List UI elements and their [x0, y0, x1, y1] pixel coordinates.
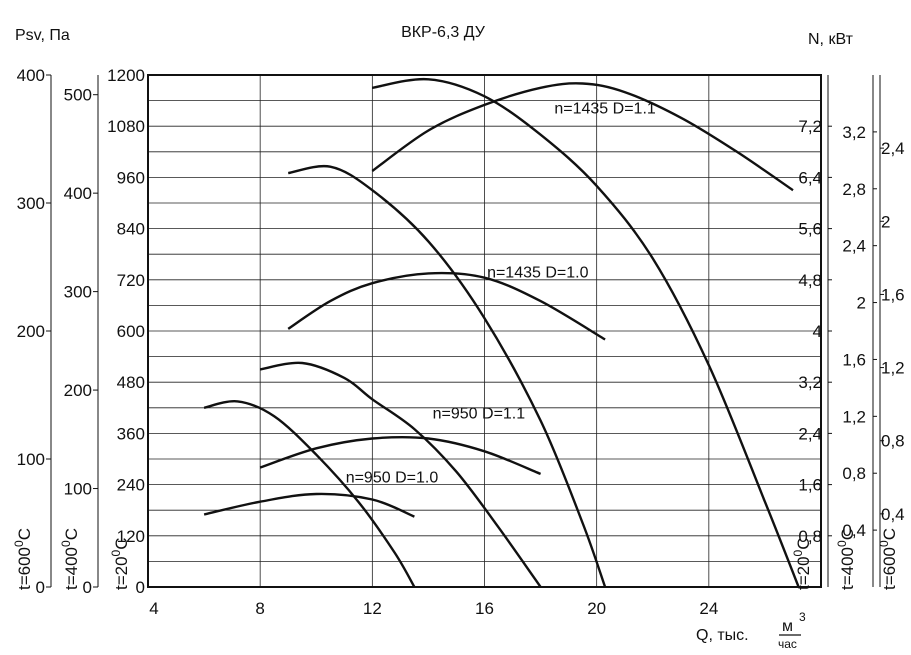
left-tick-label: 240 [117, 476, 145, 495]
x-axis: 4 8 12 16 20 24 [149, 599, 718, 618]
axis-temperature-label: t=6000C [877, 528, 899, 590]
chart-title: ВКР-6,3 ДУ [401, 24, 486, 41]
right-tick-label: 0,4 [842, 521, 866, 540]
x-tick-label: 16 [475, 599, 494, 618]
left-tick-label: 0 [136, 578, 145, 597]
power-curve [371, 82, 794, 192]
axis-temperature-label: t=4000C [59, 528, 81, 590]
x-axis-label: Q, тыс. м 3 час [696, 610, 806, 651]
power-curve [259, 435, 542, 476]
left-tick-label: 840 [117, 220, 145, 239]
right-tick-label: 0,8 [798, 527, 822, 546]
right-tick-label: 7,2 [798, 117, 822, 136]
x-tick-label: 20 [587, 599, 606, 618]
right-tick-label: 0,8 [842, 464, 866, 483]
right-tick-label: 2,8 [842, 180, 866, 199]
left-tick-label: 960 [117, 168, 145, 187]
right-tick-label: 6,4 [798, 168, 822, 187]
x-tick-label: 4 [149, 599, 158, 618]
x-unit-denominator: час [778, 637, 797, 651]
right-tick-label: 1,2 [881, 359, 905, 378]
left-axes: 0100200300400t=6000C0100200300400500t=40… [12, 66, 149, 597]
power-curve [203, 492, 415, 518]
right-tick-label: 2,4 [881, 139, 905, 158]
right-tick-label: 1,2 [842, 407, 866, 426]
left-tick-label: 0 [83, 578, 92, 597]
right-tick-label: 2 [881, 212, 890, 231]
left-tick-label: 400 [64, 184, 92, 203]
left-tick-label: 100 [17, 450, 45, 469]
pressure-curve [372, 77, 800, 588]
right-tick-label: 4,8 [798, 271, 822, 290]
x-tick-label: 12 [363, 599, 382, 618]
right-axes: 0,8 1,6 2,4 3,2 4 4,8 5,6 6,4 7,2 t=200C 0,4 0,8 1,2… [791, 75, 905, 590]
left-tick-label: 600 [117, 322, 145, 341]
right-tick-label: 4 [813, 322, 822, 341]
right-tick-label: 1,6 [842, 350, 866, 369]
curve-label: n=950 D=1.1 [433, 405, 526, 422]
axis-temperature-label: t=6000C [12, 528, 34, 590]
axis-temperature-label: t=200C [791, 537, 813, 590]
pressure-curve [287, 164, 607, 588]
x-tick-label: 8 [255, 599, 264, 618]
curves [203, 77, 800, 588]
left-tick-label: 120 [117, 527, 145, 546]
left-tick-label: 200 [64, 381, 92, 400]
left-tick-label: 1200 [107, 66, 145, 85]
left-tick-label: 400 [17, 66, 45, 85]
right-tick-label: 2,4 [842, 237, 866, 256]
right-tick-label: 0,4 [881, 505, 905, 524]
curve-label: n=1435 D=1.1 [554, 100, 656, 117]
left-tick-label: 500 [64, 86, 92, 105]
left-tick-label: 300 [17, 194, 45, 213]
axis-temperature-label: t=200C [109, 537, 131, 590]
right-tick-label: 2 [857, 294, 866, 313]
right-unit-label: N, кВт [808, 31, 854, 48]
curve-label: n=1435 D=1.0 [487, 265, 589, 282]
left-tick-label: 720 [117, 271, 145, 290]
curve-label: n=950 D=1.0 [346, 469, 439, 486]
right-tick-label: 0,8 [881, 432, 905, 451]
left-unit-label: Psv, Па [15, 27, 70, 44]
x-tick-label: 24 [699, 599, 718, 618]
left-tick-label: 300 [64, 283, 92, 302]
right-tick-label: 3,2 [842, 123, 866, 142]
left-tick-label: 480 [117, 373, 145, 392]
curve-labels: n=1435 D=1.1 n=1435 D=1.0 n=950 D=1.1 n=950… [346, 100, 656, 486]
power-curve [287, 271, 606, 341]
x-unit-numerator: м [782, 618, 793, 635]
grid [148, 75, 821, 587]
pressure-curve [259, 361, 542, 588]
left-tick-label: 1080 [107, 117, 145, 136]
left-tick-label: 100 [64, 480, 92, 499]
right-tick-label: 3,2 [798, 373, 822, 392]
right-tick-label: 1,6 [881, 285, 905, 304]
pressure-curve [203, 400, 416, 588]
x-unit-superscript: 3 [799, 610, 806, 624]
x-axis-label-text: Q, тыс. [696, 627, 749, 644]
left-tick-label: 360 [117, 424, 145, 443]
left-tick-label: 200 [17, 322, 45, 341]
right-tick-label: 2,4 [798, 424, 822, 443]
axis-temperature-label: t=4000C [835, 528, 857, 590]
left-tick-label: 0 [36, 578, 45, 597]
right-tick-label: 1,6 [798, 476, 822, 495]
right-tick-label: 5,6 [798, 220, 822, 239]
